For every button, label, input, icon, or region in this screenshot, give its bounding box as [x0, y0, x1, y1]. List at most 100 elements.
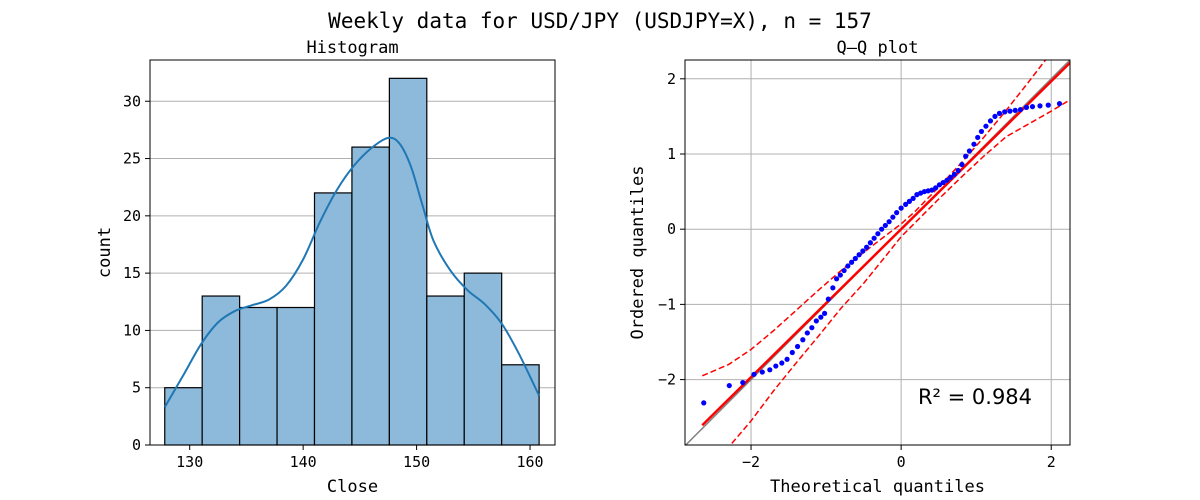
qq-point	[975, 134, 981, 141]
y-tick-label: 10	[123, 321, 141, 339]
qq-point	[951, 171, 958, 177]
x-tick-label: 150	[403, 453, 430, 471]
qq-point	[1045, 102, 1051, 108]
qq-point	[966, 148, 973, 154]
qq-point	[898, 205, 904, 211]
qq-point	[1037, 103, 1043, 109]
histogram-bar	[388, 77, 428, 446]
qq-point	[701, 400, 707, 406]
x-tick-label: 140	[290, 453, 317, 471]
qq-point	[955, 167, 961, 174]
qq-point	[830, 285, 836, 291]
fit-line	[701, 61, 1070, 427]
qq-point	[845, 263, 851, 269]
histogram-frame	[149, 59, 556, 446]
x-tick-label: 130	[176, 453, 203, 471]
y-tick-label: 25	[123, 150, 141, 168]
histogram-bar	[276, 306, 316, 446]
figure-suptitle: Weekly data for USD/JPY (USDJPY=X), n = …	[328, 9, 872, 33]
y-tick-label: 30	[123, 92, 141, 110]
qq-point	[890, 214, 896, 220]
qq-point	[751, 371, 757, 377]
histogram-title: Histogram	[306, 38, 398, 58]
qq-point	[906, 198, 912, 204]
y-tick-label: 0	[132, 436, 141, 454]
qq-point	[860, 248, 866, 254]
qq-point	[978, 128, 985, 135]
qq-point	[944, 177, 950, 183]
qq-point	[948, 174, 954, 180]
qq-point	[987, 118, 994, 124]
histogram-bar	[201, 295, 241, 446]
qq-point	[1056, 101, 1063, 107]
y-tick-label: 20	[123, 207, 141, 225]
qq-point	[759, 369, 765, 375]
qq-point	[875, 231, 881, 237]
qq-point	[983, 123, 989, 129]
qq-point	[992, 113, 998, 119]
y-tick-label: 0	[667, 220, 676, 238]
histogram-bar	[426, 295, 465, 446]
y-tick-label: −1	[658, 295, 676, 313]
histogram-bar	[351, 146, 390, 446]
histogram-bar	[313, 192, 353, 446]
qq-point	[809, 325, 815, 331]
qq-point	[879, 226, 885, 232]
qq-y-ticks: −2 −1 0 1 2	[658, 70, 685, 389]
kde-curve	[163, 136, 541, 408]
qq-point	[882, 222, 888, 229]
qq-point	[1017, 107, 1024, 113]
qq-point	[1070, 84, 1075, 89]
qq-point	[773, 363, 779, 369]
qq-point	[849, 259, 855, 265]
x-tick-label: 2	[1047, 453, 1056, 471]
histogram-bar	[239, 306, 278, 446]
qq-point	[852, 255, 858, 262]
qq-point	[837, 272, 843, 278]
x-tick-label: 160	[516, 453, 543, 471]
qq-point	[867, 240, 873, 246]
histogram-panel: Histogram 130 140 150 160 0 5 10 15 20 25 30 Clos…	[95, 38, 556, 497]
qq-point	[800, 337, 806, 343]
qq-point	[825, 296, 831, 302]
qq-point	[789, 349, 795, 356]
qq-point	[1007, 108, 1013, 114]
y-tick-label: 1	[667, 145, 676, 163]
qq-point	[903, 201, 909, 207]
y-tick-label: 2	[667, 70, 676, 88]
qq-point	[894, 210, 900, 216]
qq-gridlines	[685, 60, 1070, 445]
qq-point	[864, 244, 870, 250]
histogram-y-label: count	[95, 227, 115, 278]
histogram-y-ticks: 0 5 10 15 20 25 30	[123, 92, 150, 454]
qq-point	[886, 219, 892, 225]
qq-point	[804, 330, 810, 336]
qq-point	[1029, 104, 1036, 110]
qq-point	[794, 343, 801, 350]
y-tick-label: 15	[123, 264, 141, 282]
qq-x-ticks: −2 0 2	[742, 445, 1056, 471]
qq-point	[813, 318, 819, 324]
qq-x-label: Theoretical quantiles	[770, 477, 985, 497]
x-tick-label: 0	[897, 453, 906, 471]
qq-point	[940, 179, 946, 186]
x-tick-label: −2	[742, 453, 760, 471]
qq-frame	[684, 59, 1071, 446]
r-squared-annotation: R² = 0.984	[918, 385, 1032, 409]
histogram-x-ticks: 130 140 150 160	[176, 445, 544, 471]
confidence-band-lower	[729, 99, 1070, 445]
qq-point	[833, 276, 840, 282]
histogram-x-label: Close	[327, 477, 378, 497]
qq-point	[929, 187, 935, 193]
qq-y-label: Ordered quantiles	[628, 166, 648, 340]
y-tick-label: 5	[132, 379, 141, 397]
qq-point	[841, 267, 847, 274]
qq-panel: Q–Q plot −2 0 2 −2 −1 0 1 2 R² = 0.984 Theoret…	[628, 38, 1075, 497]
histogram-bar	[463, 272, 503, 446]
qq-point	[856, 252, 862, 258]
qq-point	[871, 235, 877, 241]
qq-point	[818, 314, 824, 320]
histogram-bar	[501, 364, 540, 446]
qq-point	[971, 141, 977, 147]
